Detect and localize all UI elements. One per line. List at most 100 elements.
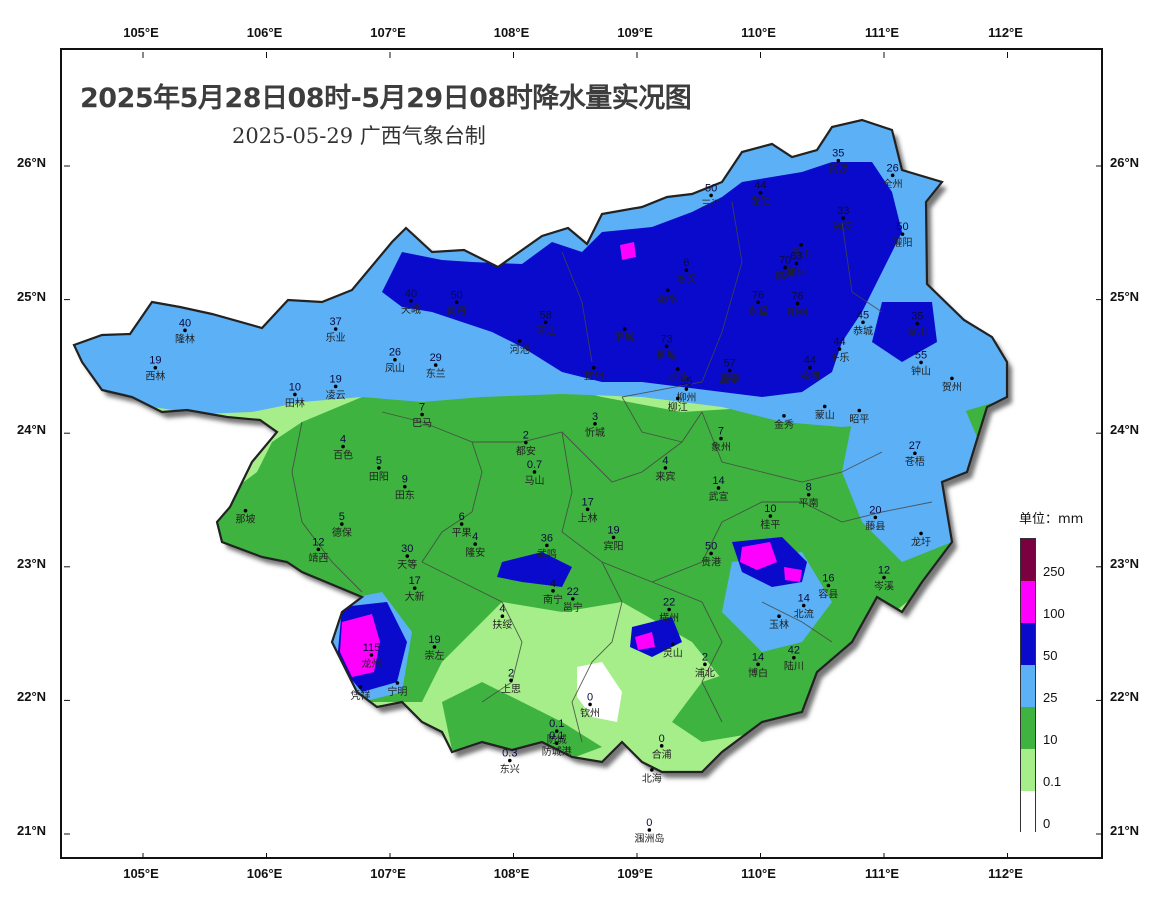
station-marker: 40 隆林 xyxy=(175,317,195,345)
legend-level-label: 250 xyxy=(1043,564,1065,579)
station-marker: 19 凌云 xyxy=(326,373,346,401)
station-marker: 22 横州 xyxy=(659,597,679,625)
station-marker: 19 崇左 xyxy=(424,634,444,662)
station-marker: 115 龙州 xyxy=(361,642,381,670)
rain-band-100-north xyxy=(620,242,636,260)
legend-level-label: 0.1 xyxy=(1043,774,1062,789)
rain-band-100-lingshan xyxy=(635,632,655,650)
station-dot xyxy=(675,396,680,401)
station-marker: 50 灌阳 xyxy=(893,221,913,249)
station-name: 西林 xyxy=(145,370,165,383)
station-name: 河池 xyxy=(510,343,530,356)
station-name: 全州 xyxy=(883,177,903,190)
station-name: 桂平 xyxy=(760,518,780,531)
station-name: 昭平 xyxy=(849,413,869,425)
station-value: 73 xyxy=(661,333,673,345)
station-name: 上思 xyxy=(501,683,521,695)
station-dot xyxy=(622,327,627,331)
station-name: 柳城 xyxy=(657,348,677,361)
station-name: 沙塘 xyxy=(668,371,688,384)
station-name: 宁明 xyxy=(387,685,407,698)
station-value: 4 xyxy=(662,455,668,467)
station-marker: 4 扶绥 xyxy=(492,603,512,631)
station-marker: 4 南宁 xyxy=(543,578,563,606)
station-dot xyxy=(409,299,413,303)
station-name: 横州 xyxy=(659,612,679,625)
station-dot xyxy=(403,484,407,489)
station-value: 40 xyxy=(405,288,417,300)
lat-tick-label-right: 22°N xyxy=(1110,689,1140,705)
station-value: 50 xyxy=(705,182,717,194)
station-name: 合浦 xyxy=(652,748,672,761)
station-name: 武鸣 xyxy=(537,547,557,560)
station-name: 钟山 xyxy=(911,364,931,377)
station-value: 76 xyxy=(791,291,803,303)
station-dot xyxy=(551,589,555,593)
station-name: 崇左 xyxy=(424,649,444,662)
station-dot xyxy=(703,662,707,667)
station-name: 凌云 xyxy=(326,388,346,401)
station-name: 防城港 xyxy=(542,745,572,758)
station-dot xyxy=(369,653,374,657)
station-name: 平果 xyxy=(452,527,472,539)
station-name: 苍梧 xyxy=(905,455,925,468)
station-value: 4 xyxy=(340,434,346,446)
station-name: 临桂 xyxy=(775,270,795,283)
lon-tick-label-top: 110°E xyxy=(741,25,776,40)
lon-tick-label-bottom: 108°E xyxy=(493,866,530,881)
lon-tick-label-top: 105°E xyxy=(123,25,159,40)
rain-band-50-ne xyxy=(872,302,937,362)
map-subtitle: 2025-05-29 广西气象台制 xyxy=(232,124,486,148)
station-name: 马山 xyxy=(524,475,544,487)
station-marker: 10 桂平 xyxy=(760,503,780,531)
station-marker: 22 邕宁 xyxy=(563,586,583,614)
station-value: 26 xyxy=(389,347,401,359)
lat-tick-label-left: 25°N xyxy=(17,288,47,304)
station-dot xyxy=(716,486,721,490)
station-value: 30 xyxy=(401,543,413,555)
station-dot xyxy=(545,543,549,548)
legend-swatch xyxy=(1021,539,1035,581)
station-marker: 0 涠洲岛 xyxy=(634,817,664,845)
station-marker: 50 南丹 xyxy=(447,289,467,317)
station-name: 恭城 xyxy=(853,325,873,337)
station-name: 三江 xyxy=(701,198,721,210)
station-marker: 灵山 xyxy=(663,642,683,659)
legend-level-label: 10 xyxy=(1043,732,1058,747)
station-value: 5 xyxy=(376,455,382,467)
station-dot xyxy=(794,261,799,266)
station-marker: 宁明 xyxy=(387,681,407,698)
station-marker: 76 阳朔 xyxy=(788,291,808,319)
station-value: 17 xyxy=(409,575,421,587)
station-name: 隆林 xyxy=(175,332,195,345)
station-dot xyxy=(782,414,786,418)
station-name: 东兴 xyxy=(500,763,520,776)
station-dot xyxy=(358,685,363,689)
lon-ticks xyxy=(64,52,1101,857)
station-dot xyxy=(857,408,862,413)
station-dot xyxy=(500,614,505,619)
station-marker: 宜州 xyxy=(584,365,604,383)
station-marker: 29 东兰 xyxy=(426,352,446,380)
station-marker: 14 北流 xyxy=(794,593,814,621)
station-value: 0.7 xyxy=(527,459,542,471)
station-name: 天等 xyxy=(397,558,417,571)
station-marker: 龙圩 xyxy=(911,531,931,548)
station-value: 12 xyxy=(312,536,324,548)
station-name: 乐业 xyxy=(326,332,346,344)
station-marker: 17 大新 xyxy=(405,575,425,603)
legend-swatch xyxy=(1021,581,1035,623)
station-dot xyxy=(183,328,187,333)
station-dot xyxy=(517,339,522,343)
station-dot xyxy=(570,597,575,601)
station-marker: 76 永福 xyxy=(748,289,768,317)
station-marker: 蒙山 xyxy=(815,404,835,421)
station-name: 钦州 xyxy=(580,707,600,719)
lat-tick-label-right: 24°N xyxy=(1110,422,1140,438)
station-dot xyxy=(795,301,800,306)
station-value: 0.1 xyxy=(549,718,564,730)
station-marker: 罗城 xyxy=(615,327,635,344)
station-marker: 30 天等 xyxy=(397,543,417,571)
station-value: 50 xyxy=(896,221,908,233)
station-value: 57 xyxy=(724,357,736,369)
